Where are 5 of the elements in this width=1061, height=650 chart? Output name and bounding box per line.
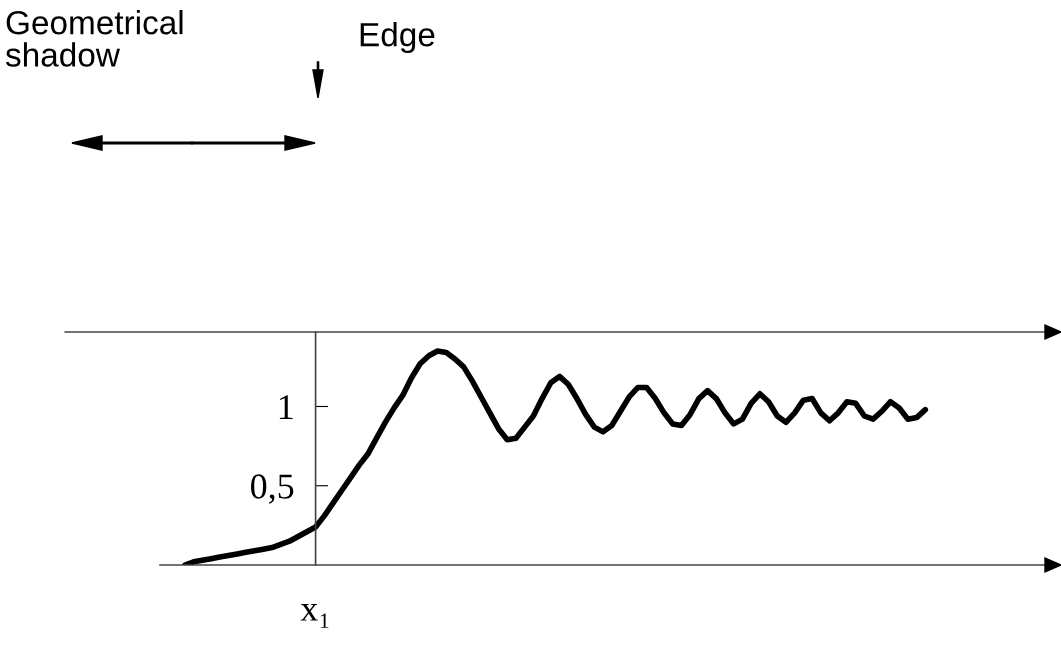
text: Edge bbox=[360, 22, 435, 54]
y-tick-label: 0,5 bbox=[250, 474, 294, 504]
y-tick-label: 1 bbox=[279, 395, 293, 420]
x-tick-label: x₁ bbox=[300, 604, 329, 628]
text: Geometrical shadow bbox=[5, 10, 183, 67]
